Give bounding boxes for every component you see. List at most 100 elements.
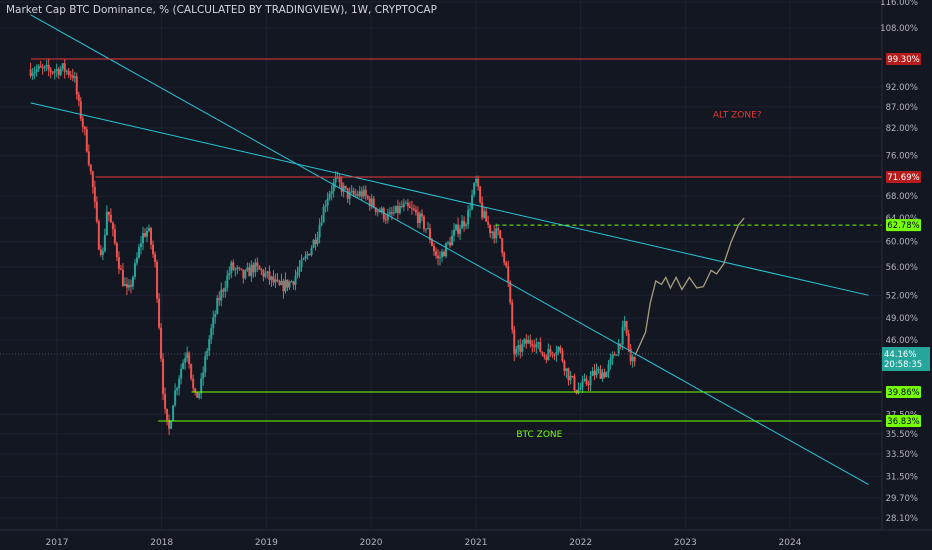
candle (330, 191, 333, 194)
candle (192, 378, 195, 389)
candle (113, 229, 116, 244)
candle (443, 251, 446, 257)
candle (300, 259, 303, 268)
y-tick-label: 64.00% (886, 214, 918, 224)
candle (71, 75, 74, 78)
candle (434, 251, 437, 256)
y-tick-label: 87.00% (886, 103, 918, 113)
candle (368, 198, 371, 207)
candle (125, 284, 128, 288)
candle (284, 279, 287, 292)
candle (477, 178, 480, 187)
candle (306, 253, 309, 256)
candle (372, 198, 375, 208)
y-tick-label: 46.00% (886, 336, 918, 346)
y-tick-label: 35.50% (886, 430, 918, 440)
candle (483, 211, 486, 218)
x-tick-label: 2017 (46, 538, 69, 548)
candle (85, 129, 88, 152)
candle (35, 69, 38, 72)
candle (121, 269, 124, 286)
candle (493, 231, 496, 239)
candle (487, 221, 490, 225)
candle (103, 234, 106, 251)
candle (148, 228, 151, 231)
candle (214, 313, 217, 318)
candle (218, 297, 221, 301)
candle (320, 222, 323, 225)
candle (457, 224, 460, 234)
candle (555, 352, 558, 356)
candle (324, 205, 327, 207)
candle (172, 405, 175, 422)
candle (314, 239, 317, 245)
candle (513, 329, 516, 355)
candle (238, 267, 241, 269)
candle (156, 261, 159, 299)
candle (394, 205, 397, 213)
candle (141, 233, 144, 244)
candle (276, 279, 279, 281)
candle (184, 358, 187, 363)
y-tick-label: 52.00% (886, 291, 918, 301)
candle (117, 256, 120, 269)
candle (346, 188, 349, 199)
candle (210, 328, 213, 339)
candle (581, 380, 584, 388)
candle (627, 333, 630, 349)
candle (388, 212, 391, 215)
candle (563, 361, 566, 371)
candle (617, 343, 620, 355)
candle (400, 206, 403, 208)
current-price-label: 44.16% (884, 350, 916, 360)
candle (59, 68, 62, 75)
y-tick-label: 116.00% (880, 0, 918, 8)
candle (254, 262, 257, 273)
candle (461, 220, 464, 229)
candle (166, 408, 169, 420)
candle (188, 352, 191, 365)
candle (376, 210, 379, 212)
candle (49, 69, 52, 73)
candle (222, 289, 225, 292)
candle (414, 209, 417, 213)
candle (123, 284, 126, 286)
candle (95, 201, 98, 222)
candle (250, 264, 253, 277)
candle (430, 240, 433, 246)
candle (212, 317, 215, 329)
candle (312, 239, 315, 248)
candle (402, 203, 405, 207)
candle (133, 263, 136, 277)
candle (91, 171, 94, 187)
candle (190, 364, 193, 379)
candle (39, 65, 42, 68)
candle (99, 249, 102, 256)
candle (242, 269, 245, 279)
candle (230, 262, 233, 273)
candle (208, 338, 211, 351)
level-badge-label: 99.30% (887, 55, 919, 65)
candle (55, 68, 58, 71)
candle (392, 212, 395, 214)
candle (593, 371, 596, 376)
candle (547, 349, 550, 361)
candle (292, 281, 295, 285)
candle (131, 276, 134, 287)
candle (362, 189, 365, 197)
candle (565, 368, 568, 371)
candle (603, 372, 606, 378)
candle (272, 276, 275, 283)
candle (328, 193, 331, 199)
candle (473, 183, 476, 195)
candle (439, 257, 442, 259)
candle (45, 64, 48, 67)
candle (182, 362, 185, 369)
candle (623, 321, 626, 327)
level-badge-label: 36.83% (887, 417, 919, 427)
candle (93, 186, 96, 202)
candle (370, 198, 373, 207)
candle (65, 70, 68, 72)
candle (629, 348, 632, 362)
